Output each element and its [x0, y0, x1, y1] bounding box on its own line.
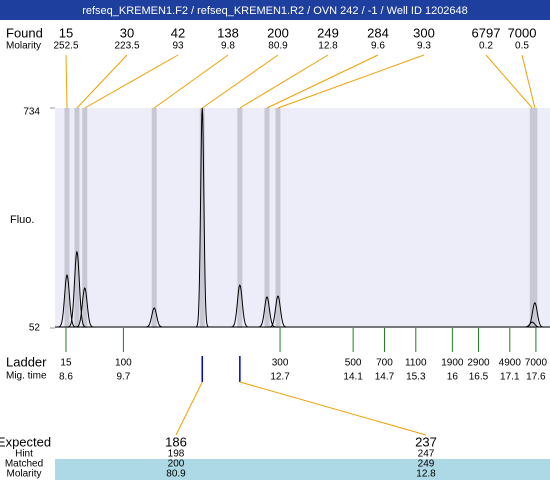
found-molarity: 0.2 [479, 41, 493, 52]
y-tick-label: 734 [23, 107, 40, 118]
connector [65, 54, 68, 109]
peak [75, 287, 94, 328]
peak [144, 307, 164, 328]
found-molarity: 9.6 [371, 41, 385, 52]
found-molarity: 9.3 [417, 41, 431, 52]
ladder-size: 4900 [499, 358, 522, 369]
found-size: 30 [120, 25, 134, 40]
fragment-band [275, 108, 281, 328]
title-bar [0, 0, 550, 20]
connector [521, 54, 536, 109]
fragment-band [151, 108, 157, 328]
ladder-size: 100 [115, 358, 132, 369]
found-size: 138 [217, 25, 239, 40]
table-expected: 237 [415, 434, 437, 449]
found-label: Found [6, 25, 43, 40]
found-molarity: 12.8 [318, 41, 338, 52]
matched-row [55, 459, 550, 469]
connector [277, 54, 425, 109]
table-label: Expected [0, 434, 51, 449]
found-molarity: 252.5 [53, 41, 78, 52]
found-size: 300 [413, 25, 435, 40]
fragment-band [74, 108, 80, 328]
ladder-size: 300 [272, 358, 289, 369]
ladder-time: 16 [447, 372, 459, 383]
table-molarity: 80.9 [166, 469, 186, 480]
connector [239, 54, 329, 109]
ladder-size: 2900 [467, 358, 490, 369]
ladder-time: 16.5 [469, 372, 489, 383]
peak [57, 274, 77, 328]
connector [485, 54, 533, 109]
ladder-size: 1100 [405, 358, 427, 369]
y-axis-label: Fluo. [10, 214, 34, 226]
found-molarity: 9.8 [221, 41, 235, 52]
connector [76, 54, 128, 109]
table-label: Molarity [6, 469, 41, 480]
molarity-label: Molarity [6, 41, 41, 52]
plot-area [55, 108, 550, 328]
ladder-time: 9.7 [116, 372, 130, 383]
fragment-band [529, 108, 535, 328]
fragment-band [199, 108, 205, 328]
peak [525, 302, 545, 328]
fragment-band [64, 108, 70, 328]
molarity-row [55, 469, 550, 480]
ladder-size: 700 [376, 358, 393, 369]
found-size: 6797 [472, 25, 501, 40]
ladder-time: 15.3 [406, 372, 426, 383]
ladder-time: 17.6 [526, 372, 546, 383]
found-size: 200 [267, 25, 289, 40]
peak [257, 296, 277, 328]
ladder-time: 17.1 [500, 372, 520, 383]
chart-title: refseq_KREMEN1.F2 / refseq_KREMEN1.R2 / … [82, 5, 468, 17]
fragment-band [237, 108, 243, 328]
connector [201, 54, 279, 109]
found-molarity: 93 [172, 41, 184, 52]
found-size: 249 [317, 25, 339, 40]
connector [266, 54, 379, 109]
ladder-label: Ladder [6, 354, 47, 369]
connector [84, 54, 179, 109]
table-matched: 200 [168, 459, 185, 470]
ladder-time: 8.6 [59, 372, 73, 383]
peak [195, 107, 209, 328]
ladder-time: 14.1 [343, 372, 363, 383]
mig-time-label: Mig. time [6, 371, 47, 382]
found-molarity: 80.9 [268, 41, 288, 52]
ladder-time: 12.7 [270, 372, 290, 383]
found-size: 284 [367, 25, 389, 40]
fragment-band [82, 108, 88, 328]
connector [153, 54, 229, 109]
table-label: Matched [5, 459, 43, 470]
table-label: Hint [15, 449, 33, 460]
ladder-time: 14.7 [375, 372, 395, 383]
found-size: 15 [59, 25, 73, 40]
fragment-band [532, 108, 538, 328]
ladder-size: 7000 [525, 358, 548, 369]
ladder-size: 500 [345, 358, 362, 369]
peak [67, 250, 87, 328]
ladder-size: 15 [60, 358, 72, 369]
table-molarity: 12.8 [416, 469, 436, 480]
found-size: 42 [171, 25, 185, 40]
table-hint: 247 [418, 449, 435, 460]
found-molarity: 0.5 [515, 41, 529, 52]
ladder-size: 1900 [441, 358, 464, 369]
table-expected: 186 [165, 434, 187, 449]
peak [230, 284, 250, 328]
table-matched: 249 [418, 459, 435, 470]
connector [239, 381, 427, 436]
table-hint: 198 [168, 449, 185, 460]
found-molarity: 223.5 [114, 41, 139, 52]
y-tick-label: 52 [29, 323, 41, 334]
connector [175, 381, 203, 436]
peak [268, 295, 288, 328]
found-size: 7000 [508, 25, 537, 40]
fragment-band [264, 108, 270, 328]
